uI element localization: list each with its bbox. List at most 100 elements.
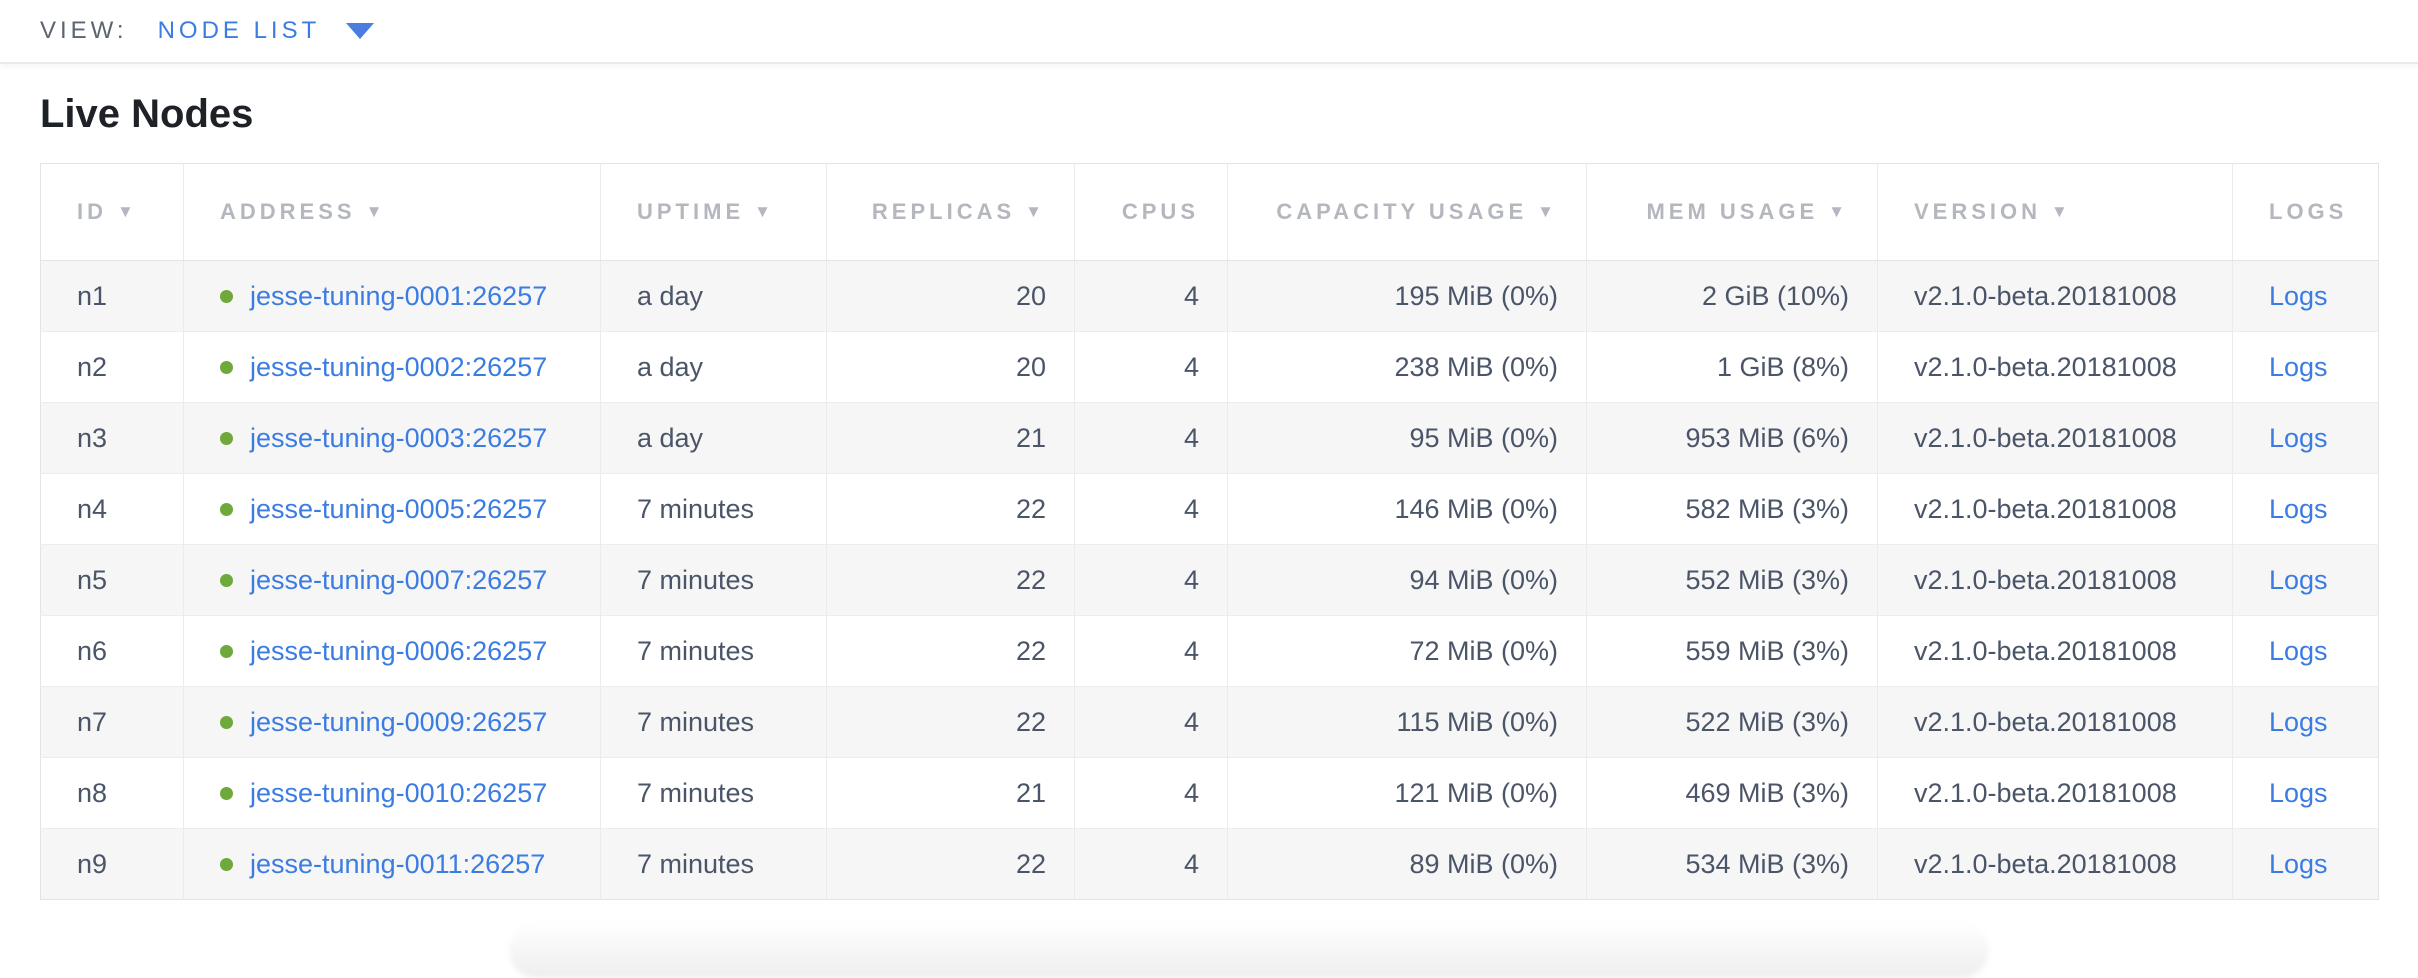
- cell-cpus: 4: [1074, 544, 1228, 616]
- logs-link[interactable]: Logs: [2269, 564, 2328, 595]
- cell-uptime: a day: [600, 331, 827, 403]
- table-header-row: ID ▼ ADDRESS ▼ UPTIME ▼ REPLICAS ▼ CPUS CAPACITY …: [40, 163, 2379, 261]
- cell-capacity: 195 MiB (0%): [1227, 260, 1587, 332]
- column-header-replicas[interactable]: REPLICAS ▼: [826, 163, 1075, 261]
- cell-address: jesse-tuning-0005:26257: [183, 473, 601, 545]
- live-nodes-table-container: ID ▼ ADDRESS ▼ UPTIME ▼ REPLICAS ▼ CPUS CAPACITY …: [40, 163, 2379, 900]
- logs-link[interactable]: Logs: [2269, 777, 2328, 808]
- column-header-label: ID: [77, 199, 107, 224]
- cell-mem: 469 MiB (3%): [1586, 757, 1878, 829]
- cell-address: jesse-tuning-0010:26257: [183, 757, 601, 829]
- cell-version: v2.1.0-beta.20181008: [1877, 331, 2233, 403]
- logs-link[interactable]: Logs: [2269, 706, 2328, 737]
- cell-address: jesse-tuning-0002:26257: [183, 331, 601, 403]
- column-header-address[interactable]: ADDRESS ▼: [183, 163, 601, 261]
- cell-version: v2.1.0-beta.20181008: [1877, 260, 2233, 332]
- node-live-icon: [220, 431, 233, 445]
- address-link[interactable]: jesse-tuning-0001:26257: [250, 280, 548, 311]
- table-row: n4 jesse-tuning-0005:26257 7 minutes 22 4 146…: [40, 473, 2379, 545]
- cell-capacity: 238 MiB (0%): [1227, 331, 1587, 403]
- column-header-label: LOGS: [2269, 199, 2348, 224]
- sort-desc-icon: ▼: [1828, 202, 1849, 221]
- address-link[interactable]: jesse-tuning-0010:26257: [250, 777, 548, 808]
- node-live-icon: [220, 360, 233, 374]
- cell-id: n6: [40, 615, 184, 687]
- cell-mem: 582 MiB (3%): [1586, 473, 1878, 545]
- cell-version: v2.1.0-beta.20181008: [1877, 757, 2233, 829]
- column-header-capacity[interactable]: CAPACITY USAGE ▼: [1227, 163, 1587, 261]
- address-link[interactable]: jesse-tuning-0007:26257: [250, 564, 548, 595]
- cell-address: jesse-tuning-0006:26257: [183, 615, 601, 687]
- cell-uptime: 7 minutes: [600, 473, 827, 545]
- view-label: VIEW:: [40, 17, 128, 44]
- column-header-label: CPUS: [1121, 199, 1199, 224]
- view-dropdown[interactable]: NODE LIST: [158, 17, 375, 45]
- node-live-icon: [220, 289, 233, 303]
- cell-id: n7: [40, 686, 184, 758]
- cell-mem: 953 MiB (6%): [1586, 402, 1878, 474]
- cell-logs: Logs: [2232, 331, 2379, 403]
- cell-cpus: 4: [1074, 757, 1228, 829]
- cell-id: n8: [40, 757, 184, 829]
- column-header-version[interactable]: VERSION ▼: [1877, 163, 2233, 261]
- cell-logs: Logs: [2232, 828, 2379, 900]
- cell-version: v2.1.0-beta.20181008: [1877, 473, 2233, 545]
- cell-uptime: 7 minutes: [600, 757, 827, 829]
- address-link[interactable]: jesse-tuning-0009:26257: [250, 706, 548, 737]
- table-row: n8 jesse-tuning-0010:26257 7 minutes 21 4 121…: [40, 757, 2379, 829]
- logs-link[interactable]: Logs: [2269, 635, 2328, 666]
- cell-address: jesse-tuning-0011:26257: [183, 828, 601, 900]
- cell-replicas: 22: [826, 544, 1075, 616]
- cell-capacity: 94 MiB (0%): [1227, 544, 1587, 616]
- cell-id: n1: [77, 280, 108, 311]
- cell-logs: Logs: [2232, 260, 2379, 332]
- cell-uptime: 7 minutes: [600, 615, 827, 687]
- cell-version: v2.1.0-beta.20181008: [1877, 402, 2233, 474]
- table-row: n7 jesse-tuning-0009:26257 7 minutes 22 4 115…: [40, 686, 2379, 758]
- cell-uptime: a day: [600, 260, 827, 332]
- cell-version: v2.1.0-beta.20181008: [1877, 828, 2233, 900]
- cell-capacity: 121 MiB (0%): [1227, 757, 1587, 829]
- cell-cpus: 4: [1074, 331, 1228, 403]
- cell-cpus: 4: [1074, 402, 1228, 474]
- column-header-label: UPTIME: [637, 199, 745, 224]
- table-row: n9 jesse-tuning-0011:26257 7 minutes 22 4 89 …: [40, 828, 2379, 900]
- cell-mem: 559 MiB (3%): [1586, 615, 1878, 687]
- cell-id: n2: [40, 331, 184, 403]
- cell-cpus: 4: [1074, 615, 1228, 687]
- logs-link[interactable]: Logs: [2269, 280, 2328, 311]
- address-link[interactable]: jesse-tuning-0006:26257: [250, 635, 548, 666]
- column-header-label: MEM USAGE: [1646, 199, 1819, 224]
- cell-mem: 1 GiB (8%): [1586, 331, 1878, 403]
- column-header-label: ADDRESS: [220, 199, 356, 224]
- address-link[interactable]: jesse-tuning-0002:26257: [250, 351, 548, 382]
- live-nodes-table: ID ▼ ADDRESS ▼ UPTIME ▼ REPLICAS ▼ CPUS CAPACITY …: [40, 163, 2379, 900]
- cell-logs: Logs: [2232, 615, 2379, 687]
- cell-logs: Logs: [2232, 473, 2379, 545]
- logs-link[interactable]: Logs: [2269, 848, 2328, 879]
- column-header-uptime[interactable]: UPTIME ▼: [600, 163, 827, 261]
- column-header-cpus: CPUS: [1074, 163, 1228, 261]
- column-header-id[interactable]: ID ▼: [40, 163, 184, 261]
- logs-link[interactable]: Logs: [2269, 422, 2328, 453]
- sort-desc-icon: ▼: [1537, 202, 1558, 221]
- page-bottom-shadow: [509, 922, 1989, 978]
- cell-mem: 2 GiB (10%): [1586, 260, 1878, 332]
- column-header-label: REPLICAS: [871, 199, 1016, 224]
- column-header-mem[interactable]: MEM USAGE ▼: [1586, 163, 1878, 261]
- cell-replicas: 22: [826, 615, 1075, 687]
- node-live-icon: [220, 715, 233, 729]
- cell-version: v2.1.0-beta.20181008: [1877, 544, 2233, 616]
- address-link[interactable]: jesse-tuning-0011:26257: [250, 848, 546, 879]
- logs-link[interactable]: Logs: [2269, 493, 2328, 524]
- cell-address: jesse-tuning-0003:26257: [183, 402, 601, 474]
- cell-capacity: 89 MiB (0%): [1227, 828, 1587, 900]
- logs-link[interactable]: Logs: [2269, 351, 2328, 382]
- node-live-icon: [220, 786, 233, 800]
- cell-replicas: 21: [826, 402, 1075, 474]
- cell-id: n9: [40, 828, 184, 900]
- view-selector-bar: VIEW: NODE LIST: [0, 0, 2418, 64]
- address-link[interactable]: jesse-tuning-0003:26257: [250, 422, 548, 453]
- address-link[interactable]: jesse-tuning-0005:26257: [250, 493, 548, 524]
- column-header-label: VERSION: [1914, 199, 2042, 224]
